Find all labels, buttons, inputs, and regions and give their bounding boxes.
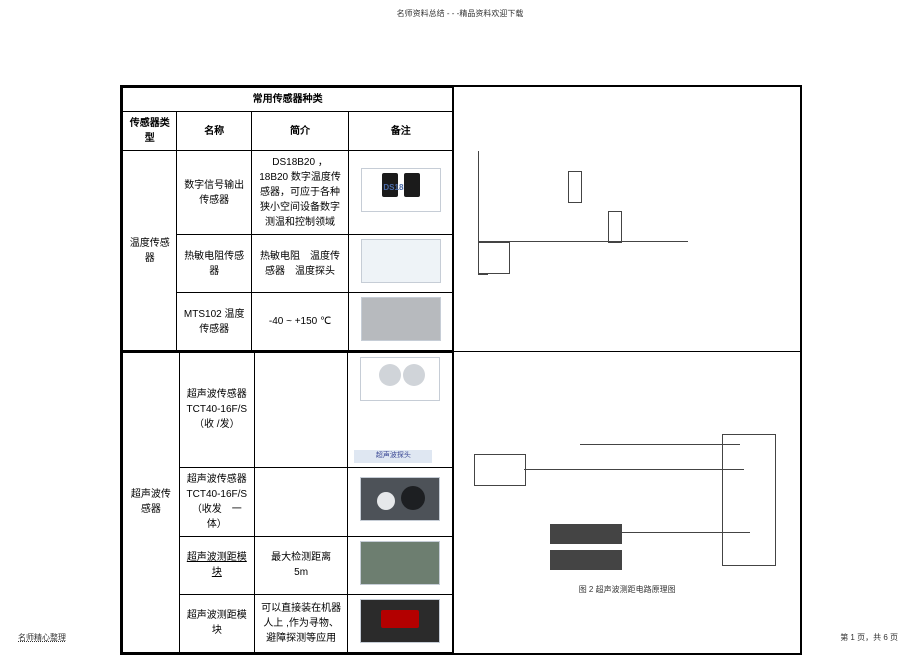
col-name: 名称 [177, 112, 252, 151]
col-note: 备注 [349, 112, 453, 151]
name-cell: 热敏电阻传感器 [177, 235, 252, 293]
name-cell: 超声波测距模块 [179, 594, 254, 652]
desc-cell: 可以直接装在机器人上 ,作为寻物、 避障探测等应用 [254, 594, 347, 652]
name-cell: MTS102 温度传感器 [177, 293, 252, 351]
page-header-note: 名师资料总结 - - -精品资料欢迎下载 [0, 8, 920, 19]
schematic-b: 图 2 超声波测距电路原理图 [460, 394, 794, 610]
img-cell [349, 293, 453, 351]
thumb-thermistor [361, 239, 441, 283]
cat-cell-temp: 温度传感器 [123, 151, 177, 351]
desc-cell [254, 353, 347, 468]
img-cell [348, 467, 453, 536]
name-underline: 超声波测距模块 [187, 552, 247, 578]
schematic-cell-b: 图 2 超声波测距电路原理图 [454, 352, 801, 654]
desc-cell: -40 ~ +150 ℃ [251, 293, 348, 351]
desc-cell: 热敏电阻 温度传感器 温度探头 [251, 235, 348, 293]
name-cell: 超声波测距模块 [179, 536, 254, 594]
cat-cell-ultra: 超声波传感器 [123, 353, 180, 653]
us-caption: 超声波探头 [354, 450, 432, 463]
desc-cell: DS18B20 ，18B20 数字温度传感器，可应于各种狭小空间设备数字测温和控… [251, 151, 348, 235]
ds-label: DS18B20 [362, 167, 440, 209]
desc-cell: 最大检测距离 5m [254, 536, 347, 594]
img-cell [348, 536, 453, 594]
img-cell [349, 235, 453, 293]
col-desc: 简介 [251, 112, 348, 151]
thumb-range-module [360, 541, 440, 585]
img-cell [348, 594, 453, 652]
img-cell: 超声波探头 [348, 353, 453, 468]
name-cell: 超声波传感器 TCT40-16F/S （收发 一体） [179, 467, 254, 536]
thumb-ds18b20: DS18B20 [361, 168, 441, 212]
name-cell: 数字信号输出传感器 [177, 151, 252, 235]
name-cell: 超声波传感器 TCT40-16F/S （收 /发） [179, 353, 254, 468]
footer-right: 第 1 页，共 6 页 [840, 632, 898, 643]
footer-left-text: 名师精心整理 [18, 633, 66, 642]
img-cell: DS18B20 [349, 151, 453, 235]
thumb-ultrasonic-rxtx [360, 357, 440, 401]
thumb-ultrasonic-combo [360, 477, 440, 521]
schematic-b-caption: 图 2 超声波测距电路原理图 [460, 584, 794, 596]
schematic-cell-a [454, 87, 801, 352]
thumb-range-display [360, 599, 440, 643]
schematic-a [460, 137, 794, 301]
col-type: 传感器类型 [123, 112, 177, 151]
footer-left: 名师精心整理 [18, 632, 66, 643]
desc-cell [254, 467, 347, 536]
thumb-mts102 [361, 297, 441, 341]
table-title: 常用传感器种类 [123, 88, 453, 112]
main-sheet: 常用传感器种类 传感器类型 名称 简介 备注 温度传感器 数字信号输出传感器 [120, 85, 802, 655]
